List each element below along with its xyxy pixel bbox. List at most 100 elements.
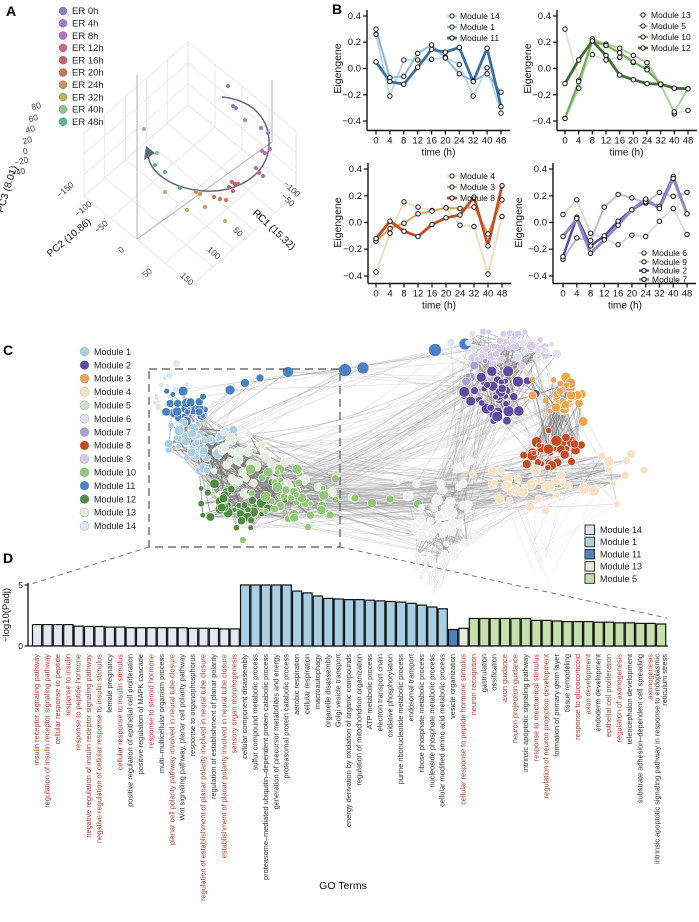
svg-text:−0.4: −0.4	[528, 271, 547, 282]
svg-text:12: 12	[599, 289, 610, 300]
svg-text:response to glucocorticoid: response to glucocorticoid	[573, 654, 582, 740]
svg-text:Eigengene: Eigengene	[513, 197, 525, 247]
svg-text:32: 32	[655, 136, 666, 147]
svg-text:48: 48	[497, 289, 508, 300]
svg-text:response to peptide hormone: response to peptide hormone	[74, 654, 83, 750]
svg-text:formation of primary germ laye: formation of primary germ layer	[552, 653, 561, 756]
svg-text:0: 0	[373, 289, 378, 300]
svg-text:−40: −40	[10, 165, 27, 178]
svg-text:20: 20	[627, 289, 638, 300]
svg-text:sensory organ morphogenesis: sensory organ morphogenesis	[230, 654, 239, 754]
svg-text:Module 2: Module 2	[94, 360, 131, 370]
svg-text:regulation of establishment of: regulation of establishment of planar po…	[209, 654, 218, 799]
svg-text:GO Terms: GO Terms	[319, 880, 367, 892]
svg-text:axon development: axon development	[583, 654, 592, 714]
svg-text:time (h): time (h)	[422, 148, 456, 159]
svg-text:−0.2: −0.2	[528, 244, 547, 255]
svg-text:Eigengene: Eigengene	[332, 197, 344, 247]
svg-text:4: 4	[387, 289, 392, 300]
svg-text:20: 20	[21, 134, 33, 146]
svg-text:Module 13: Module 13	[94, 508, 136, 518]
svg-text:20: 20	[441, 289, 452, 300]
svg-text:cellular modified amino acid m: cellular modified amino acid metabolic p…	[438, 654, 447, 807]
svg-text:8: 8	[590, 136, 595, 147]
svg-text:ER 16h: ER 16h	[72, 55, 104, 66]
svg-text:16: 16	[426, 136, 437, 147]
svg-text:sulfur compound metabolic proc: sulfur compound metabolic process	[251, 654, 260, 771]
svg-text:0.0: 0.0	[534, 218, 547, 229]
svg-text:multi–multicellular organism p: multi–multicellular organism process	[157, 654, 166, 773]
svg-text:48: 48	[683, 136, 694, 147]
svg-text:insulin receptor signaling pat: insulin receptor signaling pathway	[32, 654, 41, 765]
svg-text:positive regulation of epithel: positive regulation of epithelial cell p…	[126, 654, 135, 807]
svg-text:ER 12h: ER 12h	[72, 43, 104, 54]
svg-text:response to steroid hormone: response to steroid hormone	[147, 654, 156, 748]
svg-text:0.2: 0.2	[538, 37, 551, 48]
svg-text:electron transport chain: electron transport chain	[375, 654, 384, 731]
svg-text:regulation of neuron projectio: regulation of neuron projection developm…	[542, 654, 551, 798]
svg-text:Module 5: Module 5	[94, 401, 131, 411]
svg-text:ER 20h: ER 20h	[72, 68, 104, 79]
svg-text:12: 12	[601, 136, 612, 147]
svg-text:0: 0	[18, 641, 23, 651]
svg-text:24: 24	[455, 289, 466, 300]
svg-text:neuron recognition: neuron recognition	[469, 654, 478, 715]
svg-text:40: 40	[24, 123, 36, 135]
svg-text:8: 8	[588, 289, 593, 300]
svg-text:20: 20	[628, 136, 639, 147]
svg-text:Eigengene: Eigengene	[522, 43, 534, 93]
svg-text:regulation of insulin receptor: regulation of insulin receptor signaling…	[43, 654, 52, 808]
svg-text:Module 1: Module 1	[94, 347, 131, 357]
svg-text:Wnt signaling pathway, planar: Wnt signaling pathway, planar cell polar…	[178, 654, 187, 821]
svg-text:D: D	[3, 550, 13, 566]
svg-text:cellular response to insulin s: cellular response to insulin stimulus	[115, 654, 124, 771]
svg-text:0: 0	[116, 244, 126, 255]
svg-text:0.4: 0.4	[534, 164, 547, 175]
svg-text:Module 11: Module 11	[94, 481, 135, 491]
svg-text:Module 6: Module 6	[652, 248, 687, 258]
svg-text:substrate adhesion–dependent c: substrate adhesion–dependent cell spread…	[635, 654, 644, 803]
svg-text:8: 8	[401, 289, 406, 300]
svg-text:80: 80	[30, 100, 42, 112]
svg-text:vesicle organization: vesicle organization	[448, 654, 457, 719]
svg-text:endosomal transport: endosomal transport	[407, 654, 416, 721]
svg-text:planar cell polarity pathway i: planar cell polarity pathway involved in…	[167, 654, 176, 845]
svg-text:Module 14: Module 14	[94, 521, 136, 531]
svg-text:48: 48	[496, 136, 507, 147]
svg-text:16: 16	[613, 289, 624, 300]
svg-text:ribose phosphate metabolic pro: ribose phosphate metabolic process	[417, 654, 426, 773]
svg-text:−0.4: −0.4	[343, 271, 362, 282]
svg-text:Module 3: Module 3	[460, 182, 495, 192]
svg-text:40: 40	[668, 289, 679, 300]
svg-text:Module 10: Module 10	[651, 32, 691, 42]
svg-text:cellular respiration: cellular respiration	[303, 654, 312, 714]
svg-text:Module 13: Module 13	[600, 562, 642, 572]
svg-text:cellular response to peptide h: cellular response to peptide hormone sti…	[459, 654, 468, 805]
svg-text:oxidative phosphorylation: oxidative phosphorylation	[386, 654, 395, 737]
svg-text:Module 6: Module 6	[94, 414, 131, 424]
svg-text:time (h): time (h)	[610, 148, 644, 159]
svg-text:Module 9: Module 9	[652, 257, 687, 267]
svg-text:purine ribonucleotide metaboli: purine ribonucleotide metabolic process	[396, 654, 405, 785]
svg-text:ER 48h: ER 48h	[72, 117, 104, 128]
svg-text:−0.4: −0.4	[532, 116, 551, 127]
svg-text:epithelial cell proliferation: epithelial cell proliferation	[604, 654, 613, 737]
svg-text:40: 40	[483, 289, 494, 300]
svg-text:regulation of mitochondrion or: regulation of mitochondrion organization	[355, 654, 364, 785]
svg-text:60: 60	[27, 112, 39, 124]
svg-text:Module 1: Module 1	[460, 22, 495, 32]
svg-text:negative regulation of insulin: negative regulation of insulin receptor …	[84, 654, 93, 838]
svg-text:32: 32	[468, 136, 479, 147]
svg-text:endoderm development: endoderm development	[594, 654, 603, 732]
svg-text:establishment of planar polari: establishment of planar polarity involve…	[219, 654, 228, 858]
svg-text:24: 24	[454, 136, 465, 147]
svg-text:Module 5: Module 5	[600, 574, 637, 584]
svg-text:32: 32	[469, 289, 480, 300]
svg-text:Module 1: Module 1	[600, 537, 637, 547]
svg-text:tissue remodeling: tissue remodeling	[563, 654, 572, 712]
svg-text:Module 9: Module 9	[94, 454, 131, 464]
svg-text:Module 7: Module 7	[652, 274, 687, 284]
svg-text:0: 0	[373, 136, 378, 147]
svg-text:4: 4	[576, 136, 581, 147]
svg-text:4: 4	[387, 136, 392, 147]
